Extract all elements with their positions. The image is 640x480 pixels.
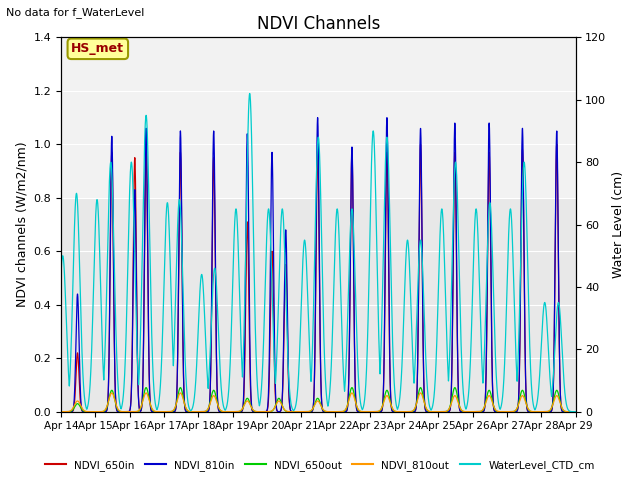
Legend: NDVI_650in, NDVI_810in, NDVI_650out, NDVI_810out, WaterLevel_CTD_cm: NDVI_650in, NDVI_810in, NDVI_650out, NDV… [41,456,599,475]
Title: NDVI Channels: NDVI Channels [257,15,380,33]
Text: HS_met: HS_met [71,42,124,55]
Bar [61,37,575,198]
Text: No data for f_WaterLevel: No data for f_WaterLevel [6,7,145,18]
Y-axis label: NDVI channels (W/m2/nm): NDVI channels (W/m2/nm) [15,142,28,307]
Y-axis label: Water Level (cm): Water Level (cm) [612,171,625,278]
